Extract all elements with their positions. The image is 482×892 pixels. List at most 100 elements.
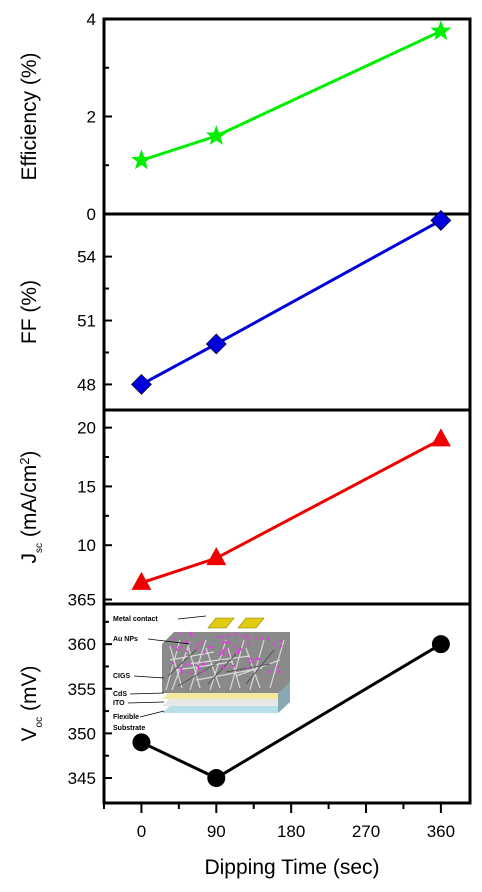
nanoparticle-dot xyxy=(180,671,184,674)
nanoparticle-dot xyxy=(216,636,220,639)
nanoparticle-dot xyxy=(245,634,249,638)
nanoparticle-dot xyxy=(176,648,179,651)
x-tick-label: 180 xyxy=(277,822,305,841)
panel-voc: 345 350 355 360 365 Voc (mV) xyxy=(18,591,472,805)
data-point xyxy=(431,635,450,654)
nanoparticle-dot xyxy=(272,642,276,645)
y-tick-label: 54 xyxy=(77,248,96,267)
nanoparticle-dot xyxy=(171,646,175,649)
nanoparticle-dot xyxy=(178,645,181,649)
inset-au-nanoparticles xyxy=(171,631,283,674)
nanoparticle-dot xyxy=(266,637,270,641)
y-tick-label: 4 xyxy=(87,10,96,29)
nanoparticle-dot xyxy=(227,633,230,637)
panel-frame xyxy=(102,408,472,606)
nanoparticle-dot xyxy=(222,666,226,670)
nanoparticle-dot xyxy=(210,645,214,649)
nanoparticle-dot xyxy=(222,649,225,652)
data-point xyxy=(430,428,451,447)
y-tick-label: 20 xyxy=(77,419,96,438)
nanoparticle-dot xyxy=(202,651,206,654)
nanoparticle-dot xyxy=(277,670,281,674)
data-point xyxy=(430,20,452,41)
y-tick-label: 345 xyxy=(68,769,96,788)
data-point xyxy=(206,547,227,566)
nanoparticle-dot xyxy=(221,641,225,644)
data-point xyxy=(131,571,152,590)
nanoparticle-dot xyxy=(201,670,204,673)
nanoparticle-dot xyxy=(226,654,230,657)
y-tick-label: 48 xyxy=(77,375,96,394)
inset-nanorods-dark xyxy=(167,649,275,687)
y-tick-label: 51 xyxy=(77,312,96,331)
panel-efficiency: 0 2 4 Efficiency (%) xyxy=(18,10,472,224)
panel-frame xyxy=(102,17,472,216)
data-point xyxy=(430,209,452,231)
y-tick-label: 360 xyxy=(68,635,96,654)
x-axis-title: Dipping Time (sec) xyxy=(204,856,379,879)
inset-contact-right xyxy=(237,617,265,629)
nanoparticle-dot xyxy=(218,653,222,657)
y-axis-title: FF (%) xyxy=(18,280,41,344)
x-axis: 0 90 180 270 360 Dipping Time (sec) xyxy=(103,803,455,879)
inset-label-au-nps: Au NPs xyxy=(113,636,138,643)
inset-label-metal-contact: Metal contact xyxy=(113,616,158,623)
nanoparticle-dot xyxy=(227,641,231,644)
nanoparticle-dot xyxy=(180,632,183,636)
panel-ff: 48 51 54 FF (%) xyxy=(18,209,472,412)
x-tick-label: 0 xyxy=(137,822,146,841)
nanoparticle-dot xyxy=(224,641,227,644)
nanoparticle-dot xyxy=(200,641,204,644)
x-tick-label: 270 xyxy=(352,822,380,841)
y-axis-title: Efficiency (%) xyxy=(18,53,41,181)
inset-label-cigs: CIGS xyxy=(113,673,130,680)
nanoparticle-dot xyxy=(279,644,283,648)
nanoparticle-dot xyxy=(255,637,258,640)
nanoparticle-dot xyxy=(186,640,189,644)
data-point xyxy=(131,149,152,170)
nanoparticle-dot xyxy=(237,650,241,654)
data-point xyxy=(207,769,226,788)
x-tick-label: 90 xyxy=(207,822,226,841)
nanoparticle-dot xyxy=(225,648,228,651)
nanoparticle-dot xyxy=(195,647,198,650)
nanoparticle-dot xyxy=(189,631,193,635)
data-point xyxy=(132,733,151,752)
inset-label-substrate: Substrate xyxy=(113,725,145,732)
y-tick-label: 350 xyxy=(68,724,96,743)
nanoparticle-dot xyxy=(222,635,225,638)
y-tick-label: 2 xyxy=(87,108,96,127)
nanoparticle-dot xyxy=(173,637,177,641)
nanoparticle-dot xyxy=(201,662,205,665)
x-tick-label: 360 xyxy=(427,822,455,841)
nanoparticle-dot xyxy=(239,647,242,651)
nanoparticle-dot xyxy=(220,665,224,668)
nanoparticle-dot xyxy=(251,659,254,663)
nanoparticle-dot xyxy=(188,662,191,666)
nanoparticle-dot xyxy=(276,666,280,669)
nanoparticle-dot xyxy=(248,661,252,664)
nanoparticle-dot xyxy=(248,657,251,661)
nanoparticle-dot xyxy=(179,668,183,672)
nanoparticle-dot xyxy=(247,642,250,646)
panel-frame xyxy=(102,212,472,412)
panel-frame xyxy=(102,602,472,805)
nanoparticle-dot xyxy=(260,637,264,640)
nanoparticle-dot xyxy=(233,632,237,636)
nanoparticle-dot xyxy=(190,671,193,674)
data-point xyxy=(205,333,227,355)
device-schematic-inset: Metal contact Au NPs CIGS CdS ITO Flexib… xyxy=(113,615,290,732)
nanoparticle-dot xyxy=(231,664,235,668)
nanoparticle-dot xyxy=(279,639,283,642)
nanoparticle-dot xyxy=(197,667,201,670)
nanoparticle-dot xyxy=(197,643,200,647)
y-tick-label: 355 xyxy=(68,680,96,699)
nanoparticle-dot xyxy=(220,651,224,655)
chart-panels: 0 2 4 Efficiency (%) 48 51 54 FF (%) 10 15 20 Jsc (… xyxy=(17,10,472,805)
inset-label-cds: CdS xyxy=(113,691,127,698)
series-line xyxy=(140,219,442,386)
nanoparticle-dot xyxy=(233,644,236,648)
data-point xyxy=(131,374,152,395)
inset-label-flexible: Flexible xyxy=(113,714,139,721)
